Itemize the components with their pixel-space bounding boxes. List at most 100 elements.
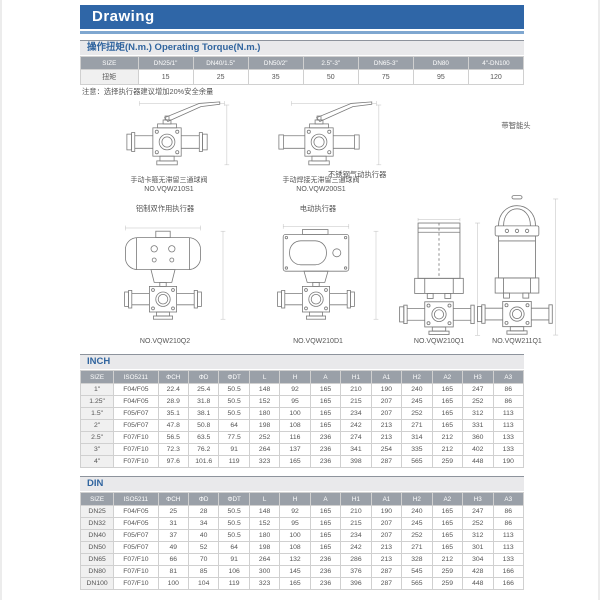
data-cell: 165 xyxy=(309,419,342,432)
table-row: 1.25" F04/F05 28.9 31.8 50.5 152 95 165 215 207 24… xyxy=(79,395,524,408)
data-cell: 152 xyxy=(248,395,281,408)
data-cell: 242 xyxy=(340,541,372,554)
data-cell: 207 xyxy=(370,517,403,530)
data-cell: 119 xyxy=(218,577,250,590)
data-cell: 37 xyxy=(157,529,189,542)
data-cell: 331 xyxy=(462,419,494,432)
column-header: H1 xyxy=(340,370,372,384)
data-cell: 31.8 xyxy=(187,395,220,408)
data-cell: 165 xyxy=(431,407,464,420)
data-cell: 63.5 xyxy=(187,431,220,444)
data-cell: 108 xyxy=(279,541,311,554)
caption-text: 手动焊接无滞留三通球阀 xyxy=(282,177,360,184)
data-cell: 92 xyxy=(279,505,311,518)
data-cell: 252 xyxy=(462,395,494,408)
data-cell: 38.1 xyxy=(187,407,220,420)
data-cell: 448 xyxy=(462,577,494,590)
data-cell: 66 xyxy=(157,553,189,566)
data-cell: 113 xyxy=(492,407,524,420)
column-header: A xyxy=(309,370,342,384)
data-cell: 95 xyxy=(279,517,311,530)
row-size-cell: 2.5" xyxy=(79,431,115,444)
data-cell: 545 xyxy=(401,565,433,578)
data-cell: 236 xyxy=(309,553,342,566)
data-cell: 165 xyxy=(279,577,311,590)
data-cell: 148 xyxy=(248,383,281,396)
data-cell: 92 xyxy=(279,383,311,396)
data-cell: 236 xyxy=(309,577,342,590)
data-cell: 31 xyxy=(157,517,189,530)
data-cell: 565 xyxy=(401,577,433,590)
table-row: 1.5" F05/F07 35.1 38.1 50.5 180 100 165 234 207 25… xyxy=(79,407,524,420)
drawing-manual-weld-valve: 手动焊接无滞留三通球阀 NO.VQW200S1 xyxy=(246,97,396,195)
column-header: ΦDT xyxy=(218,492,250,506)
data-cell: 212 xyxy=(431,553,464,566)
smart-head-actuator-valve-drawing xyxy=(477,194,559,335)
table-row: DN25 F04/F05 25 28 50.5 148 92 165 210 190 240 165 2… xyxy=(79,505,524,518)
column-header: H2 xyxy=(401,370,433,384)
column-header: ISO5211 xyxy=(113,370,159,384)
actuator-caption: 铝制双作用执行器 xyxy=(135,204,195,213)
data-cell: 113 xyxy=(492,541,524,554)
row-size-cell: DN25 xyxy=(79,505,115,518)
data-cell: 95 xyxy=(279,395,311,408)
row-size-cell: DN50 xyxy=(79,541,115,554)
table-row: 3" F07/F10 72.3 76.2 91 264 137 236 341 254 335 212… xyxy=(79,443,524,456)
table-row: 2.5" F07/F10 56.5 63.5 77.5 252 116 236 274 213 31… xyxy=(79,431,524,444)
row-size-cell: DN65 xyxy=(79,553,115,566)
data-cell: 212 xyxy=(431,443,464,456)
row-size-cell: 1.5" xyxy=(79,407,115,420)
torque-note: 注意：选择执行器建议增加20%安全余量 xyxy=(82,87,214,96)
data-cell: 70 xyxy=(187,553,220,566)
data-cell: F04/F05 xyxy=(113,383,159,396)
data-cell: 166 xyxy=(492,577,524,590)
table-row: DN32 F04/F05 31 34 50.5 152 95 165 215 207 245 165 2… xyxy=(79,517,524,530)
pneumatic-actuator-valve-drawing xyxy=(124,225,226,320)
data-cell: F05/F07 xyxy=(113,407,159,420)
data-cell: 100 xyxy=(157,577,189,590)
data-cell: 190 xyxy=(370,383,403,396)
data-cell: 165 xyxy=(309,395,342,408)
actuator-caption: 电动执行器 xyxy=(299,204,337,213)
row-size-cell: 扭矩 xyxy=(80,69,139,85)
din-dimensions-table: SIZE ISO5211 ΦCH ΦD ΦDT L H A H1 A1 H2 A2 H3 A3 DN25 F0… xyxy=(79,492,524,590)
data-cell: 213 xyxy=(370,431,403,444)
row-size-cell: 1" xyxy=(79,383,115,396)
data-cell: 81 xyxy=(157,565,189,578)
electric-actuator-valve-drawing xyxy=(277,224,379,320)
data-cell: 207 xyxy=(370,529,403,542)
data-cell: 213 xyxy=(370,419,403,432)
data-cell: 312 xyxy=(462,407,494,420)
row-size-cell: DN40 xyxy=(79,529,115,542)
data-cell: 287 xyxy=(370,577,403,590)
data-cell: 165 xyxy=(309,541,342,554)
inch-table-wrap: SIZE ISO5211 ΦCH ΦD ΦDT L H A H1 A1 H2 A2 H3 A3 1" F04/… xyxy=(79,370,524,468)
data-cell: 300 xyxy=(248,565,281,578)
data-cell: 113 xyxy=(492,529,524,542)
column-header: L xyxy=(248,492,281,506)
data-cell: 50.5 xyxy=(218,517,250,530)
data-cell: 106 xyxy=(218,565,250,578)
data-cell: 108 xyxy=(279,419,311,432)
data-cell: 198 xyxy=(248,419,281,432)
data-cell: 259 xyxy=(431,565,464,578)
data-cell: 312 xyxy=(462,529,494,542)
data-cell: 77.5 xyxy=(218,431,250,444)
data-cell: 165 xyxy=(431,395,464,408)
data-cell: F07/F10 xyxy=(113,577,159,590)
data-cell: 252 xyxy=(248,431,281,444)
data-cell: 215 xyxy=(340,395,372,408)
column-header: H3 xyxy=(462,370,494,384)
table-header-row: SIZE ISO5211 ΦCH ΦD ΦDT L H A H1 A1 H2 A2 H3 A3 xyxy=(79,370,524,384)
data-cell: 236 xyxy=(309,455,342,468)
data-cell: 166 xyxy=(492,565,524,578)
data-cell: 323 xyxy=(248,577,281,590)
data-cell: 25.4 xyxy=(187,383,220,396)
data-cell: 148 xyxy=(248,505,281,518)
model-number: NO.VQW210D1 xyxy=(293,337,343,345)
data-cell: 254 xyxy=(370,443,403,456)
column-header: ISO5211 xyxy=(113,492,159,506)
data-cell: 259 xyxy=(431,455,464,468)
data-cell: 56.5 xyxy=(157,431,189,444)
